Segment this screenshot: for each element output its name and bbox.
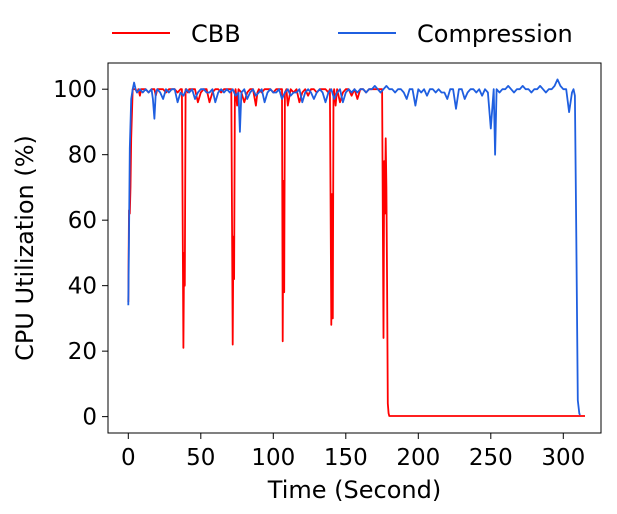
y-tick-label: 40 [68, 274, 97, 300]
legend-label-cbb: CBB [191, 20, 241, 48]
legend-label-compression: Compression [417, 20, 573, 48]
x-axis-title: Time (Second) [267, 476, 441, 504]
x-tick-label: 250 [469, 445, 513, 471]
x-tick-label: 0 [121, 445, 136, 471]
series-line-compression [127, 78, 581, 416]
y-axis-title: CPU Utilization (%) [11, 135, 39, 361]
plot-frame [107, 62, 602, 434]
legend: CBB Compression [112, 20, 573, 48]
x-tick-label: 200 [396, 445, 440, 471]
y-tick-label: 20 [68, 339, 97, 365]
x-axis: 0 50 100 150 200 250 300 [121, 433, 585, 471]
y-axis: 0 20 40 60 80 100 [53, 77, 108, 431]
x-tick-label: 150 [324, 445, 368, 471]
series-line-cbb [127, 88, 585, 417]
y-tick-label: 80 [68, 143, 97, 169]
x-tick-label: 100 [251, 445, 295, 471]
series-layer [127, 78, 585, 417]
y-tick-label: 100 [53, 77, 97, 103]
y-tick-label: 0 [82, 405, 97, 431]
y-tick-label: 60 [68, 208, 97, 234]
x-tick-label: 300 [541, 445, 585, 471]
x-tick-label: 50 [186, 445, 215, 471]
